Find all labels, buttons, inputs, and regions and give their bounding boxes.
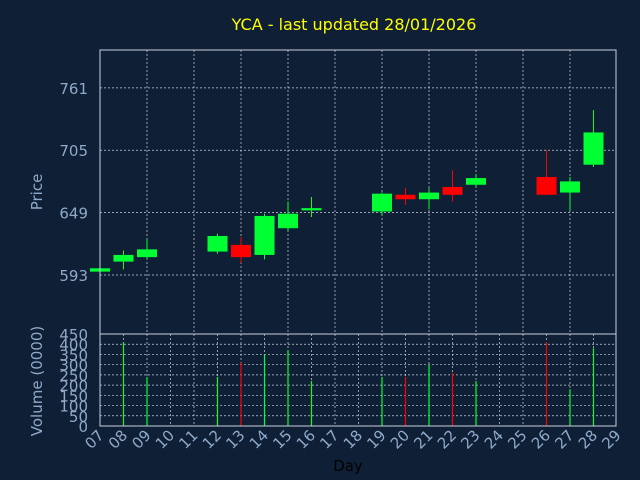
volume-tick-label: 150 <box>59 387 88 405</box>
candle-21 <box>419 188 439 210</box>
candle-body <box>254 215 275 255</box>
volume-tick-label: 450 <box>59 326 88 344</box>
price-axis-label: Price <box>28 174 46 211</box>
candle-20 <box>395 188 416 205</box>
candle-14 <box>254 213 275 260</box>
candle-27 <box>560 176 580 211</box>
volume-frame <box>99 333 617 427</box>
candle-16 <box>301 197 322 218</box>
candle-26 <box>536 150 557 195</box>
volume-bars <box>122 342 595 426</box>
candle-15 <box>278 201 298 231</box>
candle-body <box>113 254 134 262</box>
price-tick-label: 649 <box>59 205 88 223</box>
candle-body <box>442 186 463 195</box>
candle-body <box>419 192 439 200</box>
x-axis-label: Day <box>333 457 363 475</box>
volume-tick-label: 300 <box>59 357 88 375</box>
chart-title: YCA - last updated 28/01/2026 <box>231 15 477 34</box>
candle-body <box>372 193 392 212</box>
price-panel: 593 649 705 761 Price <box>28 49 617 335</box>
candle-body <box>207 235 228 252</box>
volume-tick-label: 350 <box>59 346 88 364</box>
volume-tick-label: 400 <box>59 336 88 354</box>
price-y-ticks: 593 649 705 761 <box>59 80 88 285</box>
candle-13 <box>231 237 251 263</box>
candle-12 <box>207 233 228 254</box>
candle-body <box>560 181 580 193</box>
volume-axis-label: Volume (0000) <box>28 326 46 436</box>
price-tick-label: 761 <box>59 80 88 98</box>
price-candles <box>90 110 604 273</box>
volume-tick-label: 250 <box>59 367 88 385</box>
candle-body <box>137 249 157 258</box>
candle-08 <box>113 250 134 270</box>
volume-tick-label: 0 <box>78 418 88 436</box>
candle-body <box>231 244 251 258</box>
candle-body <box>395 194 416 200</box>
candle-19 <box>372 192 392 215</box>
candle-body <box>301 208 322 211</box>
volume-tick-label: 50 <box>69 408 88 426</box>
candle-body <box>536 176 557 195</box>
candle-09 <box>137 239 157 260</box>
candle-body <box>278 213 298 229</box>
volume-tick-label: 100 <box>59 398 88 416</box>
volume-tick-label: 200 <box>59 377 88 395</box>
candle-28 <box>583 110 604 167</box>
x-axis-ticks: 0708091011121314151617181920212223242526… <box>81 426 624 452</box>
price-tick-label: 593 <box>59 267 88 285</box>
price-tick-label: 705 <box>59 142 88 160</box>
candle-body <box>583 132 604 165</box>
candle-23 <box>466 174 486 187</box>
candle-22 <box>442 170 463 202</box>
candle-body <box>466 178 486 185</box>
